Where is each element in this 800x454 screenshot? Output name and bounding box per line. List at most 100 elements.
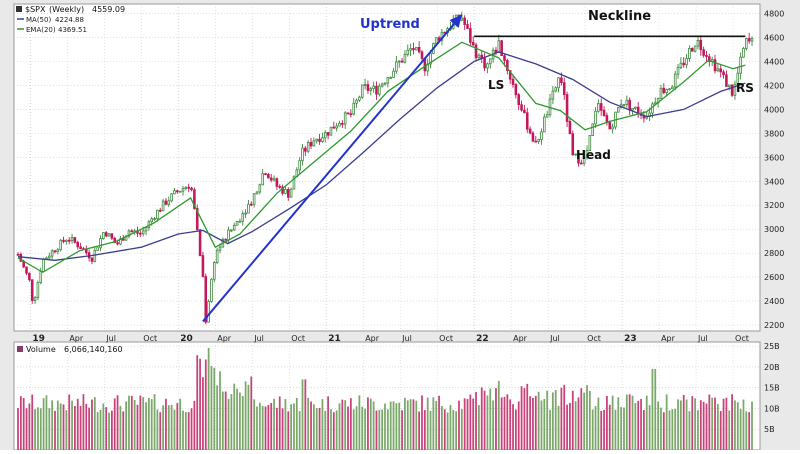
volume-bar	[705, 403, 708, 450]
price-candle	[392, 70, 395, 78]
annotation-head: Head	[576, 148, 611, 162]
price-candle	[130, 230, 134, 233]
volume-bar	[625, 394, 628, 450]
price-candle	[346, 112, 350, 115]
volume-bar	[256, 406, 258, 450]
annotation-right-shoulder: RS	[736, 81, 754, 95]
price-candle	[608, 122, 612, 130]
price-candle	[264, 173, 267, 176]
volume-bar	[423, 410, 426, 450]
volume-bar	[48, 408, 51, 450]
volume-bar	[258, 402, 261, 450]
volume-bar	[99, 409, 102, 450]
time-tick-label: Oct	[735, 334, 749, 343]
price-candle	[679, 62, 683, 68]
volume-bar	[628, 394, 631, 450]
price-candle	[67, 239, 71, 242]
volume-bar	[588, 391, 591, 450]
volume-bar	[478, 405, 480, 450]
price-candle	[96, 247, 99, 251]
volume-bar	[210, 365, 213, 450]
volume-bar	[270, 402, 273, 450]
volume-bar	[224, 391, 227, 450]
ema20-line	[17, 41, 746, 274]
price-candle	[16, 253, 20, 256]
volume-bar	[304, 379, 307, 450]
price-candle	[690, 48, 694, 52]
price-candle	[352, 102, 355, 115]
volume-bar	[88, 407, 91, 450]
price-candle	[403, 53, 407, 63]
price-candle	[466, 24, 469, 29]
price-candle	[736, 72, 740, 85]
volume-bar	[156, 409, 159, 450]
volume-bar	[241, 395, 244, 450]
price-candle	[622, 104, 626, 106]
price-candle	[110, 233, 114, 239]
price-candle	[201, 255, 205, 277]
volume-bar	[745, 411, 748, 450]
volume-bar	[714, 397, 716, 450]
price-candle	[321, 137, 324, 142]
volume-bar	[321, 399, 324, 450]
volume-bar	[503, 396, 506, 450]
price-tick-label: 3200	[764, 201, 784, 210]
price-candle	[574, 153, 577, 156]
volume-bar	[685, 399, 688, 450]
price-candle	[173, 190, 176, 195]
volume-bar	[716, 404, 719, 450]
price-candle	[417, 46, 421, 53]
price-candle	[104, 232, 108, 237]
price-candle	[631, 107, 634, 111]
price-candle	[329, 126, 333, 136]
price-candle	[116, 242, 119, 245]
volume-bar	[472, 398, 475, 450]
price-candle	[107, 233, 111, 237]
price-candle	[597, 103, 600, 112]
volume-bar	[446, 412, 449, 450]
volume-bar	[315, 408, 318, 450]
price-candle	[30, 279, 34, 301]
volume-bar	[42, 398, 45, 450]
price-tick-label: 3800	[764, 129, 784, 138]
volume-bar	[204, 359, 207, 450]
volume-bar	[421, 395, 423, 450]
volume-bar	[364, 408, 366, 450]
price-candle	[167, 200, 171, 205]
volume-bar	[261, 406, 264, 450]
volume-bar	[187, 412, 190, 450]
price-candle	[554, 87, 557, 92]
time-tick-label: Jul	[549, 334, 560, 343]
volume-bar	[347, 406, 349, 450]
volume-bar	[162, 405, 164, 450]
volume-bar	[290, 404, 293, 450]
volume-bar	[475, 391, 477, 450]
price-candle	[332, 126, 336, 129]
price-candle	[304, 147, 307, 152]
price-candle	[281, 186, 284, 194]
volume-bar	[167, 405, 170, 450]
price-candle	[378, 85, 381, 95]
price-candle	[315, 138, 319, 142]
price-candle	[477, 54, 481, 59]
volume-bar	[631, 395, 634, 450]
volume-bar	[136, 404, 139, 450]
volume-bar	[597, 397, 600, 450]
time-tick-label: Oct	[143, 334, 157, 343]
volume-bar	[310, 401, 312, 450]
volume-bar	[398, 402, 401, 450]
volume-bar	[415, 400, 418, 450]
price-candle	[412, 48, 415, 51]
price-candle	[699, 39, 703, 51]
price-candle	[190, 187, 193, 191]
price-candle	[241, 213, 245, 222]
volume-bar	[361, 406, 364, 450]
price-tick-label: 3000	[764, 225, 784, 234]
volume-bar	[74, 405, 76, 450]
volume-bar	[702, 401, 705, 450]
volume-bar	[441, 406, 443, 450]
volume-bar	[389, 401, 392, 450]
price-candle	[599, 103, 603, 111]
volume-bar	[691, 396, 694, 450]
price-candle	[634, 106, 637, 109]
